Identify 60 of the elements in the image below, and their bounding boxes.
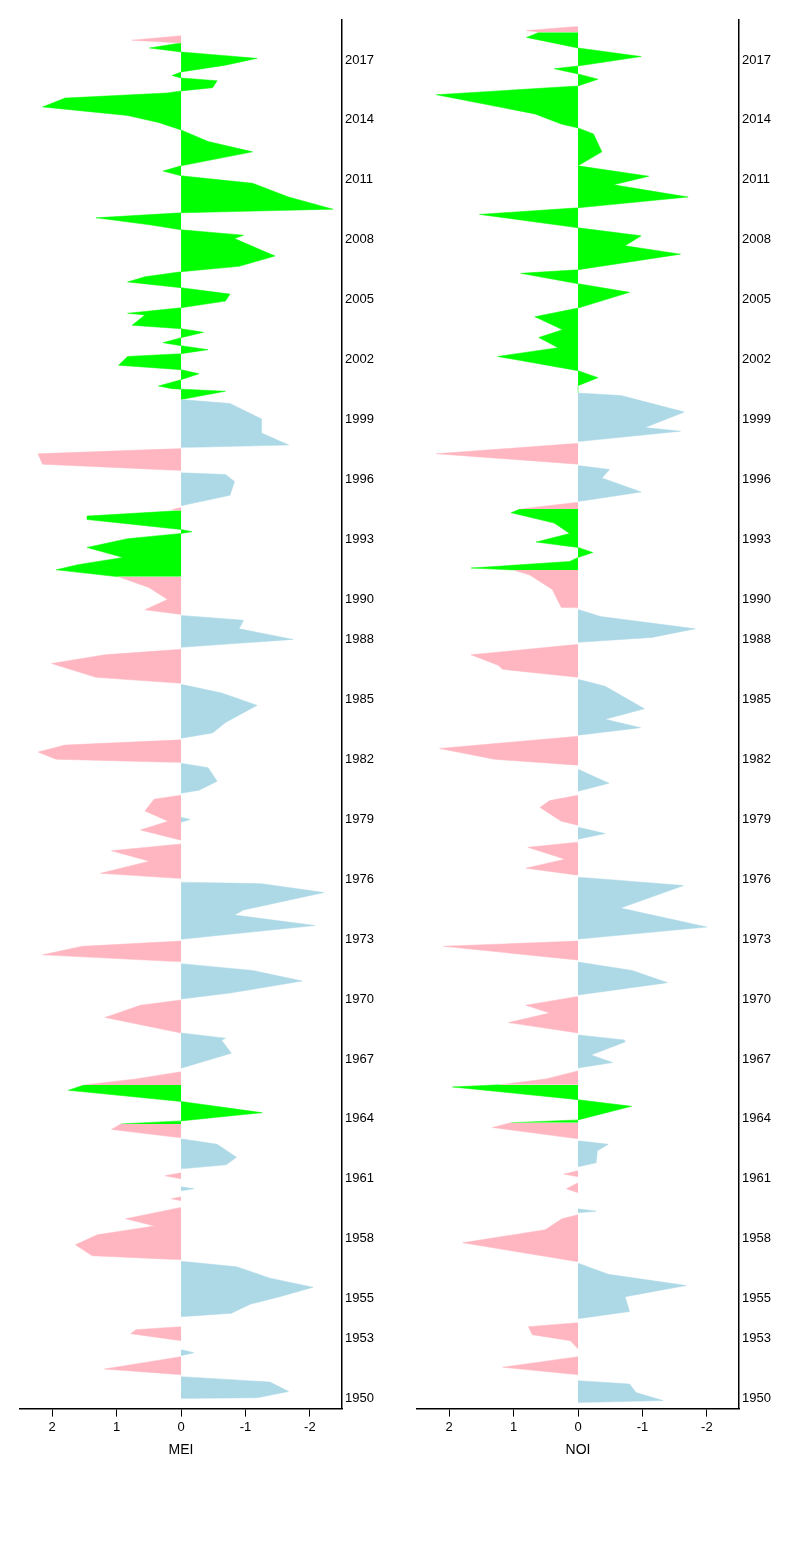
y-tick-label: 1982 (345, 750, 374, 766)
x-axis-title: MEI (168, 1441, 194, 1458)
y-tick-label: 2005 (742, 291, 771, 307)
y-tick-label: 2011 (345, 171, 374, 187)
y-tick-label: 1970 (742, 990, 771, 1006)
y-tick-label: 2014 (345, 111, 374, 127)
y-tick-label: 2011 (742, 171, 771, 187)
y-tick-label: 2008 (742, 231, 771, 247)
y-tick-label: 1953 (345, 1330, 374, 1346)
y-tick-label: 1988 (345, 630, 374, 646)
x-axis-title: NOI (565, 1441, 591, 1458)
y-tick-label: 1967 (345, 1050, 374, 1066)
x-tick-label: 0 (177, 1418, 185, 1434)
y-tick-label: 1950 (742, 1390, 771, 1406)
y-tick-label: 1996 (345, 471, 374, 487)
y-tick-label: 2014 (742, 111, 771, 127)
y-tick-label: 1967 (742, 1050, 771, 1066)
y-tick-label: 1958 (742, 1230, 771, 1246)
y-tick-label: 2008 (345, 231, 374, 247)
y-tick-label: 2002 (345, 351, 374, 367)
y-tick-label: 1996 (742, 471, 771, 487)
y-tick-label: 1970 (345, 990, 374, 1006)
y-tick-label: 1999 (742, 411, 771, 427)
y-tick-label: 1958 (345, 1230, 374, 1246)
y-tick-label: 1950 (345, 1390, 374, 1406)
y-tick-label: 1964 (742, 1110, 771, 1126)
y-tick-label: 1999 (345, 411, 374, 427)
x-tick-label: 2 (48, 1418, 56, 1434)
y-tick-label: 1961 (345, 1170, 374, 1186)
y-tick-label: 1985 (742, 690, 771, 706)
y-tick-label: 1990 (345, 590, 374, 606)
x-tick-label: -2 (304, 1418, 316, 1434)
y-tick-label: 1961 (742, 1170, 771, 1186)
y-tick-label: 1964 (345, 1110, 374, 1126)
y-tick-label: 1990 (742, 590, 771, 606)
y-tick-label: 1993 (742, 531, 771, 547)
x-tick-label: 2 (445, 1418, 453, 1434)
y-tick-label: 1976 (742, 870, 771, 886)
y-tick-label: 1979 (742, 810, 771, 826)
y-tick-label: 2017 (742, 51, 771, 67)
y-tick-label: 1973 (345, 930, 374, 946)
x-tick-label: -2 (701, 1418, 713, 1434)
y-tick-label: 1979 (345, 810, 374, 826)
x-tick-label: -1 (636, 1418, 649, 1434)
y-tick-label: 1985 (345, 690, 374, 706)
x-tick-label: -1 (239, 1418, 252, 1434)
y-tick-label: 2002 (742, 351, 771, 367)
y-tick-label: 1973 (742, 930, 771, 946)
y-tick-label: 1988 (742, 630, 771, 646)
x-tick-label: 0 (574, 1418, 582, 1434)
y-tick-label: 1953 (742, 1330, 771, 1346)
y-tick-label: 1955 (742, 1290, 771, 1306)
x-tick-label: 1 (510, 1418, 518, 1434)
y-tick-label: 1993 (345, 531, 374, 547)
x-tick-label: 1 (113, 1418, 121, 1434)
y-tick-label: 1955 (345, 1290, 374, 1306)
y-tick-label: 2017 (345, 51, 374, 67)
y-tick-label: 1982 (742, 750, 771, 766)
y-tick-label: 2005 (345, 291, 374, 307)
y-tick-label: 1976 (345, 870, 374, 886)
